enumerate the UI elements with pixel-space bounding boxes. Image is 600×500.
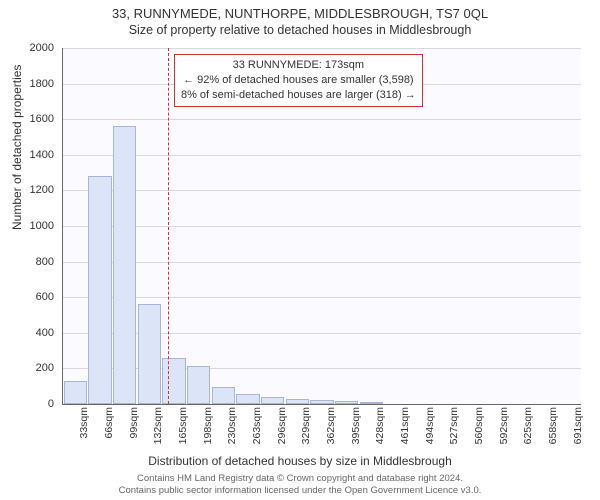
footer-attribution: Contains HM Land Registry data © Crown c…	[0, 473, 600, 497]
histogram-bar	[236, 394, 259, 404]
gridline	[63, 48, 581, 49]
x-tick-label: 428sqm	[374, 407, 386, 444]
x-tick-label: 560sqm	[473, 407, 485, 444]
y-tick-label: 600	[0, 291, 54, 303]
y-tick-label: 2000	[0, 42, 54, 54]
histogram-bar	[162, 358, 185, 404]
marker-info-line: 8% of semi-detached houses are larger (3…	[181, 88, 416, 103]
footer-line-2: Contains public sector information licen…	[0, 485, 600, 497]
chart-area: 33 RUNNYMEDE: 173sqm← 92% of detached ho…	[62, 48, 580, 404]
histogram-bar	[187, 366, 210, 404]
x-tick-label: 691sqm	[572, 407, 584, 444]
gridline	[63, 262, 581, 263]
y-axis-label: Number of detached properties	[10, 65, 24, 230]
histogram-bar	[88, 176, 111, 404]
histogram-bar	[360, 402, 383, 404]
x-tick-label: 494sqm	[424, 407, 436, 444]
x-axis-label: Distribution of detached houses by size …	[0, 454, 600, 468]
plot-region: 33 RUNNYMEDE: 173sqm← 92% of detached ho…	[62, 48, 581, 405]
y-tick-label: 1000	[0, 220, 54, 232]
gridline	[63, 119, 581, 120]
page-subtitle: Size of property relative to detached ho…	[0, 21, 600, 37]
marker-line	[168, 48, 169, 404]
y-tick-label: 200	[0, 362, 54, 374]
y-tick-label: 0	[0, 398, 54, 410]
x-tick-label: 33sqm	[78, 407, 90, 439]
histogram-bar	[335, 401, 358, 404]
histogram-bar	[286, 399, 309, 404]
marker-info-line: 33 RUNNYMEDE: 173sqm	[181, 58, 416, 73]
x-ticks: 33sqm 66sqm 99sqm 132sqm 165sqm 198sqm 230sqm 2…	[62, 405, 580, 453]
x-tick-label: 329sqm	[300, 407, 312, 444]
y-tick-label: 400	[0, 327, 54, 339]
y-tick-label: 800	[0, 256, 54, 268]
x-tick-label: 592sqm	[498, 407, 510, 444]
x-tick-label: 198sqm	[202, 407, 214, 444]
marker-info-line: ← 92% of detached houses are smaller (3,…	[181, 73, 416, 88]
y-ticks: 0200400600800100012001400160018002000	[0, 48, 58, 404]
gridline	[63, 190, 581, 191]
histogram-bar	[212, 387, 235, 404]
histogram-bar	[138, 304, 161, 404]
page-title: 33, RUNNYMEDE, NUNTHORPE, MIDDLESBROUGH,…	[0, 0, 600, 21]
histogram-bar	[113, 126, 136, 404]
histogram-bar	[261, 397, 284, 404]
marker-info-box: 33 RUNNYMEDE: 173sqm← 92% of detached ho…	[174, 54, 423, 107]
x-tick-label: 362sqm	[325, 407, 337, 444]
footer-line-1: Contains HM Land Registry data © Crown c…	[0, 473, 600, 485]
x-tick-label: 296sqm	[276, 407, 288, 444]
y-tick-label: 1800	[0, 78, 54, 90]
y-tick-label: 1200	[0, 184, 54, 196]
x-tick-label: 527sqm	[448, 407, 460, 444]
x-tick-label: 395sqm	[350, 407, 362, 444]
x-tick-label: 230sqm	[226, 407, 238, 444]
x-tick-label: 99sqm	[128, 407, 140, 439]
gridline	[63, 297, 581, 298]
y-tick-label: 1600	[0, 113, 54, 125]
x-tick-label: 625sqm	[522, 407, 534, 444]
histogram-bar	[310, 400, 333, 404]
x-tick-label: 165sqm	[177, 407, 189, 444]
x-tick-label: 461sqm	[399, 407, 411, 444]
gridline	[63, 226, 581, 227]
y-tick-label: 1400	[0, 149, 54, 161]
x-tick-label: 66sqm	[103, 407, 115, 439]
x-tick-label: 263sqm	[251, 407, 263, 444]
x-tick-label: 658sqm	[547, 407, 559, 444]
gridline	[63, 155, 581, 156]
histogram-bar	[64, 381, 87, 404]
x-tick-label: 132sqm	[152, 407, 164, 444]
